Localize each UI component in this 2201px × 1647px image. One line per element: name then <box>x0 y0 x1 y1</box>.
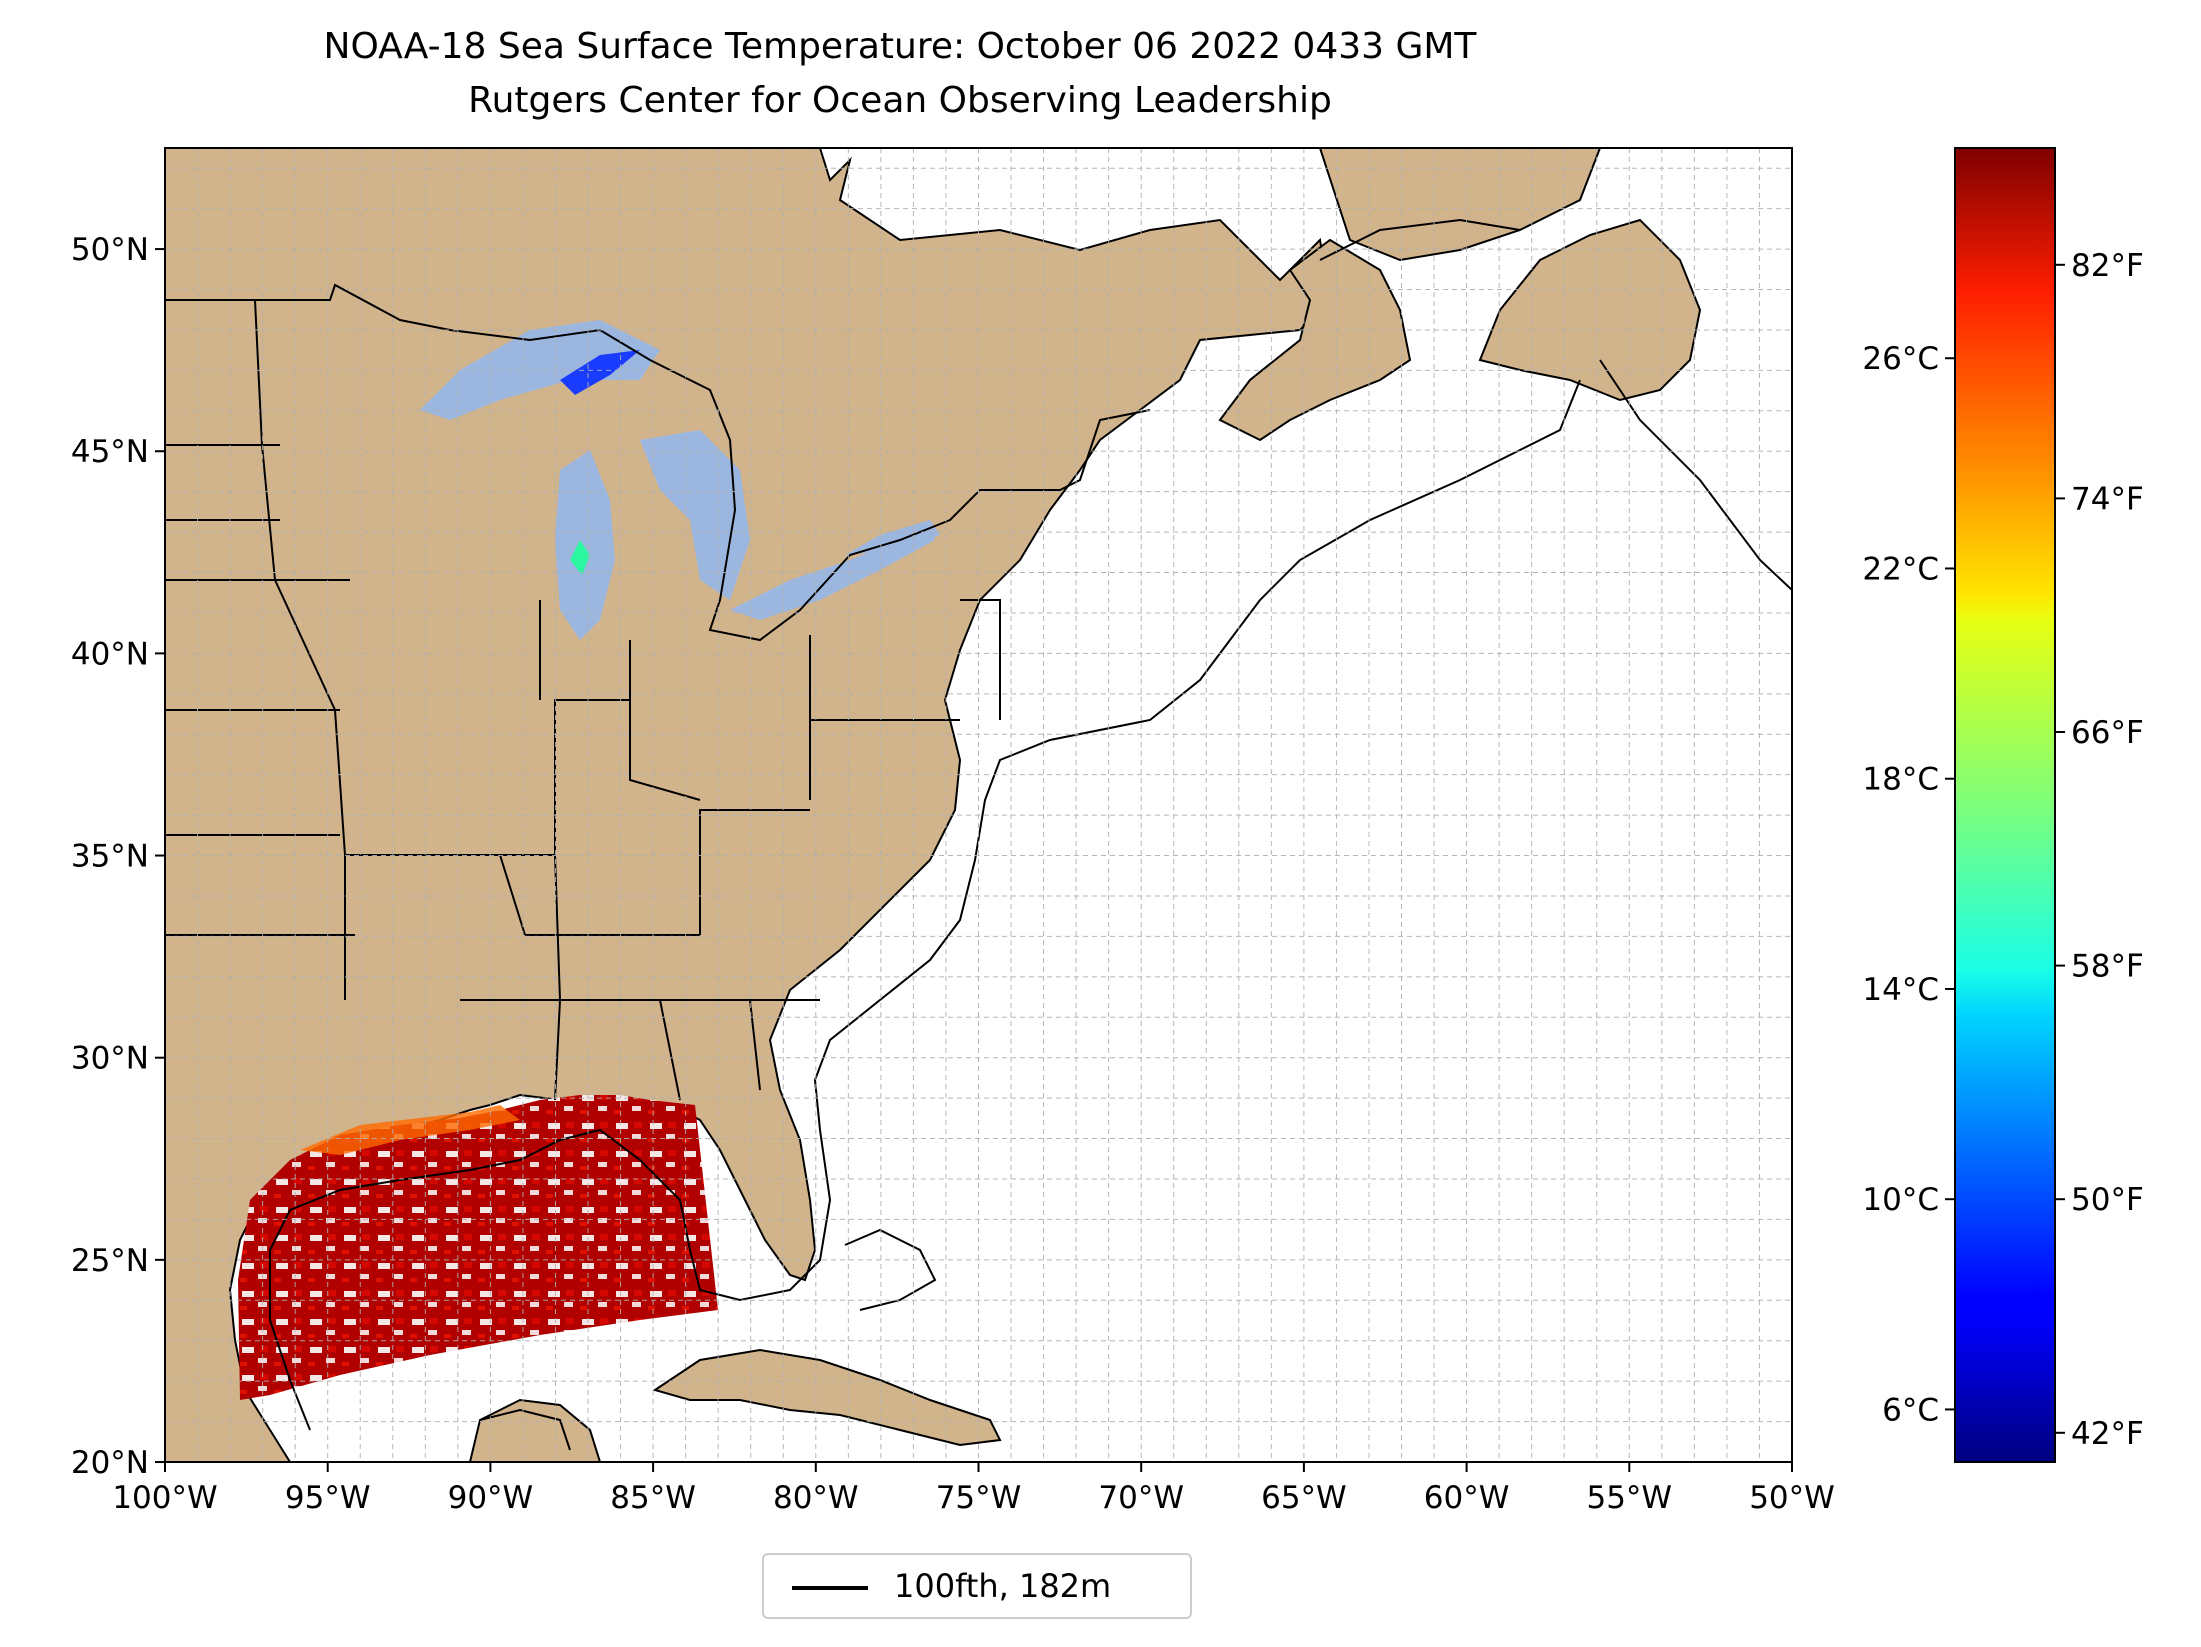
newfoundland-land <box>1478 218 1702 402</box>
colorbar <box>1954 147 2056 1463</box>
colorbar-fahrenheit-ticks: 42°F 50°F 58°F 66°F 74°F 82°F <box>2055 248 2144 1452</box>
lat-tick-label: 25°N <box>71 1243 149 1279</box>
lon-tick-label: 100°W <box>112 1480 217 1516</box>
celsius-tick-label: 22°C <box>1862 551 1939 587</box>
fahrenheit-tick-label: 42°F <box>2071 1416 2144 1452</box>
legend-line-swatch <box>792 1586 868 1590</box>
celsius-tick-label: 14°C <box>1862 972 1939 1008</box>
lat-tick-label: 40°N <box>71 636 149 672</box>
lon-tick-label: 75°W <box>936 1480 1022 1516</box>
lat-lon-gridlines <box>165 148 1792 1462</box>
map-area <box>165 148 1792 1462</box>
lon-tick-label: 95°W <box>285 1480 371 1516</box>
lon-tick-label: 60°W <box>1424 1480 1510 1516</box>
legend-label: 100fth, 182m <box>894 1567 1112 1605</box>
lon-tick-label: 80°W <box>773 1480 859 1516</box>
fahrenheit-tick-label: 50°F <box>2071 1182 2144 1218</box>
map-title: NOAA-18 Sea Surface Temperature: October… <box>323 26 1477 67</box>
fahrenheit-tick-label: 74°F <box>2071 481 2144 517</box>
latitude-axis: 20°N 25°N 30°N 35°N 40°N 45°N 50°N <box>71 232 165 1481</box>
lat-tick-label: 35°N <box>71 839 149 875</box>
isobath-100fth <box>269 218 1792 1451</box>
fahrenheit-tick-label: 66°F <box>2071 715 2144 751</box>
lat-tick-label: 30°N <box>71 1041 149 1077</box>
celsius-tick-label: 6°C <box>1882 1392 1939 1428</box>
map-subtitle: Rutgers Center for Ocean Observing Leade… <box>468 80 1332 121</box>
celsius-tick-label: 10°C <box>1862 1182 1939 1218</box>
fahrenheit-tick-label: 82°F <box>2071 248 2144 284</box>
lon-tick-label: 90°W <box>448 1480 534 1516</box>
lon-tick-label: 65°W <box>1261 1480 1347 1516</box>
fahrenheit-tick-label: 58°F <box>2071 949 2144 985</box>
us-canada-border <box>165 283 1151 642</box>
lake-superior-sst <box>560 350 640 395</box>
legend: 100fth, 182m <box>762 1553 1192 1619</box>
lat-tick-label: 50°N <box>71 232 149 268</box>
lon-tick-label: 85°W <box>610 1480 696 1516</box>
lon-tick-label: 50°W <box>1749 1480 1835 1516</box>
lon-tick-label: 55°W <box>1586 1480 1672 1516</box>
lat-tick-label: 45°N <box>71 434 149 470</box>
lon-tick-label: 70°W <box>1098 1480 1184 1516</box>
celsius-tick-label: 18°C <box>1862 762 1939 798</box>
lat-tick-label: 20°N <box>71 1445 149 1481</box>
longitude-axis: 100°W 95°W 90°W 85°W 80°W 75°W 70°W 65°W 60°W 55°… <box>112 1462 1835 1516</box>
gulf-sst-swath <box>238 1095 718 1400</box>
labrador-land <box>1318 148 1602 262</box>
great-lakes <box>420 320 940 640</box>
celsius-tick-label: 26°C <box>1862 341 1939 377</box>
colorbar-celsius-ticks: 6°C 10°C 14°C 18°C 22°C 26°C <box>1862 341 1955 1428</box>
